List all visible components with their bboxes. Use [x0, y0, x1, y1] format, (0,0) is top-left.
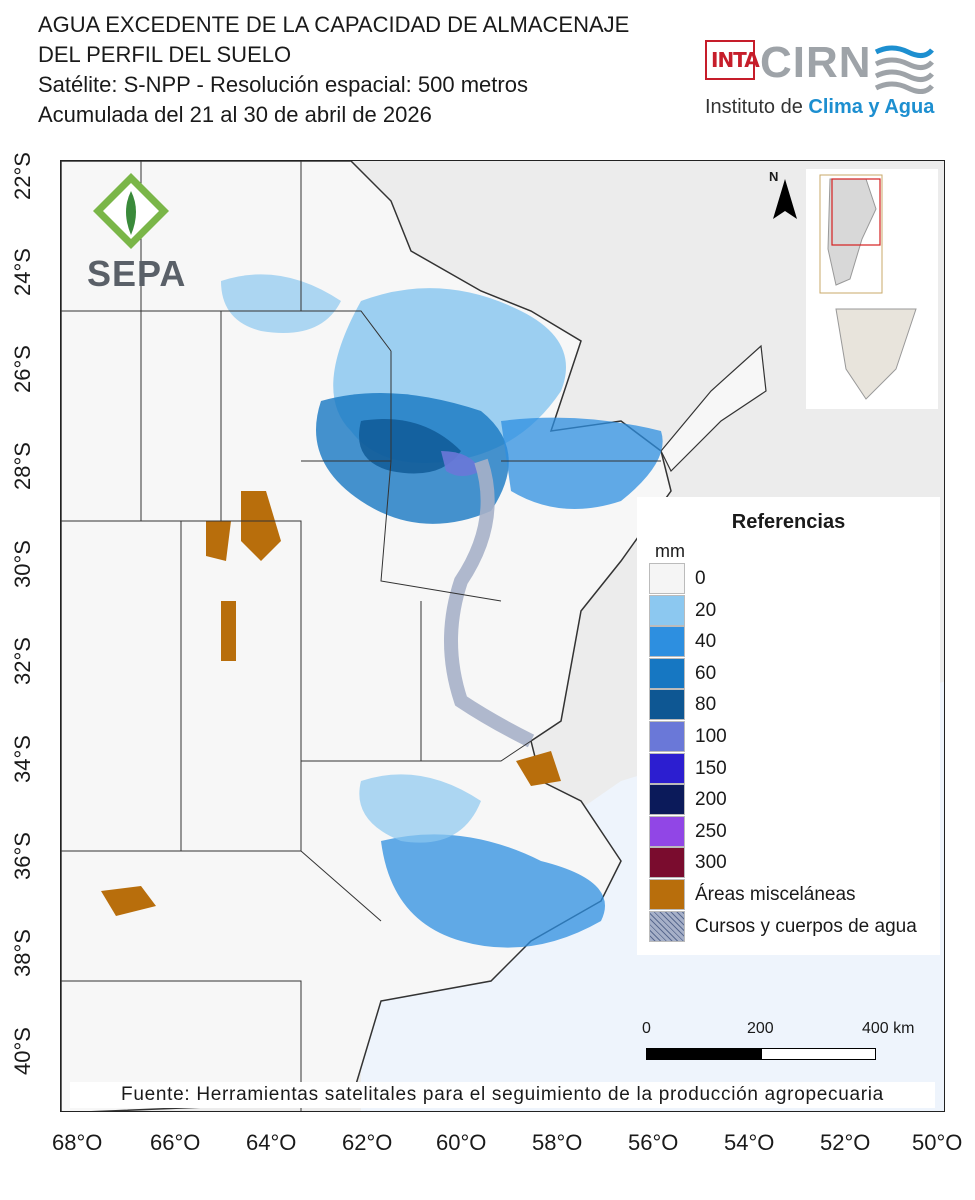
inset-map — [806, 169, 938, 409]
legend-label: 100 — [695, 726, 727, 747]
map-title: AGUA EXCEDENTE DE LA CAPACIDAD DE ALMACE… — [38, 10, 629, 130]
waves-icon — [874, 45, 934, 94]
legend-label: 60 — [695, 662, 717, 684]
legend-swatch — [649, 847, 685, 879]
misc-area-5 — [516, 751, 561, 786]
cirn-logo: CIRN — [760, 38, 872, 87]
water-zone-peak — [441, 451, 481, 476]
scale-segment-white — [761, 1048, 876, 1060]
water-zone-bsas-west — [359, 774, 481, 843]
legend-item: 0 — [649, 563, 934, 595]
misc-area-2 — [206, 521, 231, 561]
scale-segment-black — [646, 1048, 761, 1060]
lat-tick-22: 22°S — [10, 152, 35, 200]
institute-name: Instituto de Clima y Agua — [705, 96, 935, 118]
water-zone-buenos-aires — [381, 834, 605, 948]
legend-item: Áreas misceláneas — [649, 879, 934, 911]
lon-tick-50: 50°O — [912, 1130, 963, 1155]
misc-area-4 — [221, 601, 236, 661]
legend-item: 300 — [649, 847, 934, 879]
title-line-4: Acumulada del 21 al 30 de abril de 2026 — [38, 102, 432, 127]
lat-tick-38: 38°S — [10, 929, 35, 977]
legend-item: 40 — [649, 626, 934, 658]
title-line-1: AGUA EXCEDENTE DE LA CAPACIDAD DE ALMACE… — [38, 12, 630, 37]
north-label: N — [769, 169, 779, 184]
legend-label: 250 — [695, 820, 727, 842]
legend-label: Áreas misceláneas — [695, 884, 856, 905]
sepa-logo-text: SEPA — [87, 253, 187, 294]
legend-label: 0 — [695, 568, 706, 589]
legend-swatch — [649, 752, 685, 784]
legend-item: 60 — [649, 657, 934, 690]
lat-tick-32: 32°S — [10, 637, 35, 685]
legend-title: Referencias — [731, 511, 846, 533]
scale-label-0: 0 — [642, 1020, 651, 1037]
legend-item: Cursos y cuerpos de agua — [649, 910, 934, 943]
lat-tick-26: 26°S — [10, 345, 35, 393]
legend-swatch — [649, 657, 685, 689]
legend-label: 20 — [695, 599, 717, 621]
lat-tick-24: 24°S — [10, 248, 35, 296]
legend-swatch — [649, 626, 685, 658]
lon-tick-68: 68°O — [52, 1130, 103, 1155]
lon-tick-58: 58°O — [532, 1130, 583, 1155]
legend-item: 20 — [649, 594, 934, 627]
legend-swatch — [649, 879, 685, 910]
scale-bar: 0 200 400 km — [640, 1020, 914, 1068]
legend-item: 200 — [649, 784, 934, 816]
map-canvas — [61, 161, 944, 1111]
water-zone-corrientes — [501, 417, 663, 509]
legend-unit: mm — [655, 541, 685, 561]
legend-item: 100 — [649, 721, 934, 753]
misc-area-3 — [101, 886, 156, 916]
misiones-province — [660, 344, 767, 473]
legend-label: Cursos y cuerpos de agua — [695, 915, 917, 937]
lon-tick-60: 60°O — [436, 1130, 487, 1155]
lat-tick-28: 28°S — [10, 442, 35, 490]
province-boundaries — [61, 161, 661, 1111]
water-zone-core — [359, 419, 461, 474]
title-line-2: DEL PERFIL DEL SUELO — [38, 42, 292, 67]
lon-tick-56: 56°O — [628, 1130, 679, 1155]
scale-label-400: 400 km — [862, 1020, 915, 1037]
lon-tick-62: 62°O — [342, 1130, 393, 1155]
source-credit: Fuente: Herramientas satelitales para el… — [70, 1082, 935, 1108]
sepa-logo-icon — [93, 173, 169, 249]
inta-logo: INTA — [705, 40, 760, 80]
legend-item: 150 — [649, 752, 934, 785]
legend-label: 200 — [695, 789, 727, 811]
legend-label: 80 — [695, 694, 717, 716]
lon-tick-64: 64°O — [246, 1130, 297, 1155]
map-frame: SEPA N — [60, 160, 945, 1112]
north-arrow-icon — [773, 179, 797, 219]
legend-swatch — [649, 594, 685, 626]
lat-tick-40: 40°S — [10, 1027, 35, 1075]
legend-swatch — [649, 815, 685, 847]
legend: Referencias mm 0 20 40 60 80 100 150 200 250 300 Á… — [637, 497, 940, 955]
legend-item: 250 — [649, 815, 934, 848]
legend-swatch — [649, 910, 685, 942]
misc-area-1 — [241, 491, 281, 561]
legend-item: 80 — [649, 689, 934, 721]
lat-tick-36: 36°S — [10, 832, 35, 880]
lon-tick-54: 54°O — [724, 1130, 775, 1155]
legend-label: 40 — [695, 631, 717, 653]
lon-tick-66: 66°O — [150, 1130, 201, 1155]
lat-tick-30: 30°S — [10, 540, 35, 588]
legend-swatch — [649, 784, 685, 816]
legend-swatch — [649, 721, 685, 752]
legend-swatch — [649, 689, 685, 721]
lat-tick-34: 34°S — [10, 735, 35, 783]
legend-label: 150 — [695, 757, 727, 779]
water-zone-tucuman — [221, 274, 341, 333]
title-line-3: Satélite: S-NPP - Resolución espacial: 5… — [38, 72, 528, 97]
parana-river — [444, 458, 535, 748]
legend-label: 300 — [695, 852, 727, 874]
scale-label-200: 200 — [747, 1020, 774, 1037]
legend-swatch — [649, 563, 685, 594]
lon-tick-52: 52°O — [820, 1130, 871, 1155]
